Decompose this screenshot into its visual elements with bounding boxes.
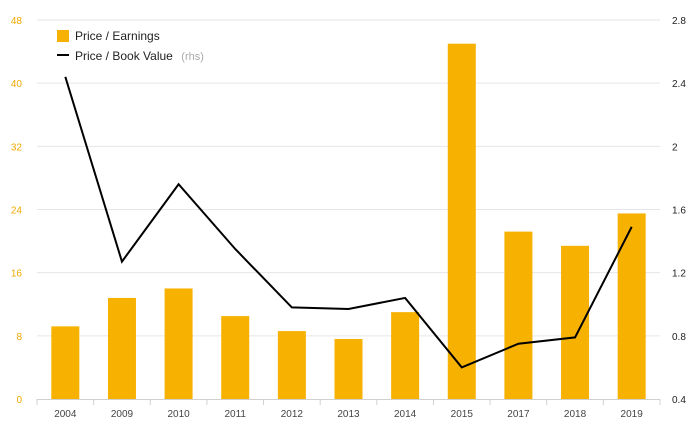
x-tick-label: 2019 [621,409,644,420]
bar [221,316,250,399]
x-tick-label: 2015 [451,409,474,420]
y-right-tick-label: 2.4 [672,79,686,90]
bar [164,288,193,399]
y-right-tick-label: 1.6 [672,206,686,217]
y-right-tick-label: 1.2 [672,269,686,280]
legend-line-label: Price / Book Value [75,49,173,63]
y-left-tick-label: 8 [16,332,22,343]
y-left-tick-label: 40 [11,79,23,90]
bar [391,312,420,399]
bar [561,245,590,399]
y-left-tick-label: 16 [11,269,23,280]
line-series [64,76,633,369]
y-right-tick-label: 0.4 [672,395,686,406]
legend-line-suffix: (rhs) [181,51,204,63]
y-right-tick-label: 0.8 [672,332,686,343]
x-tick-label: 2013 [337,409,360,420]
bar [51,326,80,399]
x-tick-label: 2017 [507,409,530,420]
x-tick-label: 2018 [564,409,587,420]
svg-text:Price / Book Value (rh: Price / Book Value (rhs) [75,47,204,64]
y-left-tick-label: 24 [11,206,23,217]
bar [617,213,646,399]
bars [51,43,646,399]
bar [447,43,476,399]
legend-bar-label: Price / Earnings [75,29,160,43]
y-left-tick-label: 0 [16,395,22,406]
legend: Price / Earnings Price / Book Value (rhs… [57,29,204,64]
y-left-tick-label: 32 [11,142,23,153]
axes: 0 8 16 24 32 40 48 0.4 0.8 1.2 1.6 2 2.4 2.8 2004 2009 2… [11,16,686,420]
x-tick-label: 2004 [54,409,77,420]
x-tick-label: 2009 [111,409,134,420]
x-tick-label: 2012 [281,409,304,420]
x-tick-label: 2014 [394,409,417,420]
grid [37,19,660,337]
bar [334,338,363,399]
y-right-tick-label: 2 [672,142,678,153]
legend-bar-swatch [57,30,69,42]
bar [277,331,306,399]
x-tick-label: 2010 [167,409,190,420]
bar [107,297,136,399]
y-right-tick-label: 2.8 [672,16,686,27]
x-tick-label: 2011 [224,409,246,420]
bar [504,231,533,399]
y-left-tick-label: 48 [11,16,23,27]
line-path [64,76,633,369]
